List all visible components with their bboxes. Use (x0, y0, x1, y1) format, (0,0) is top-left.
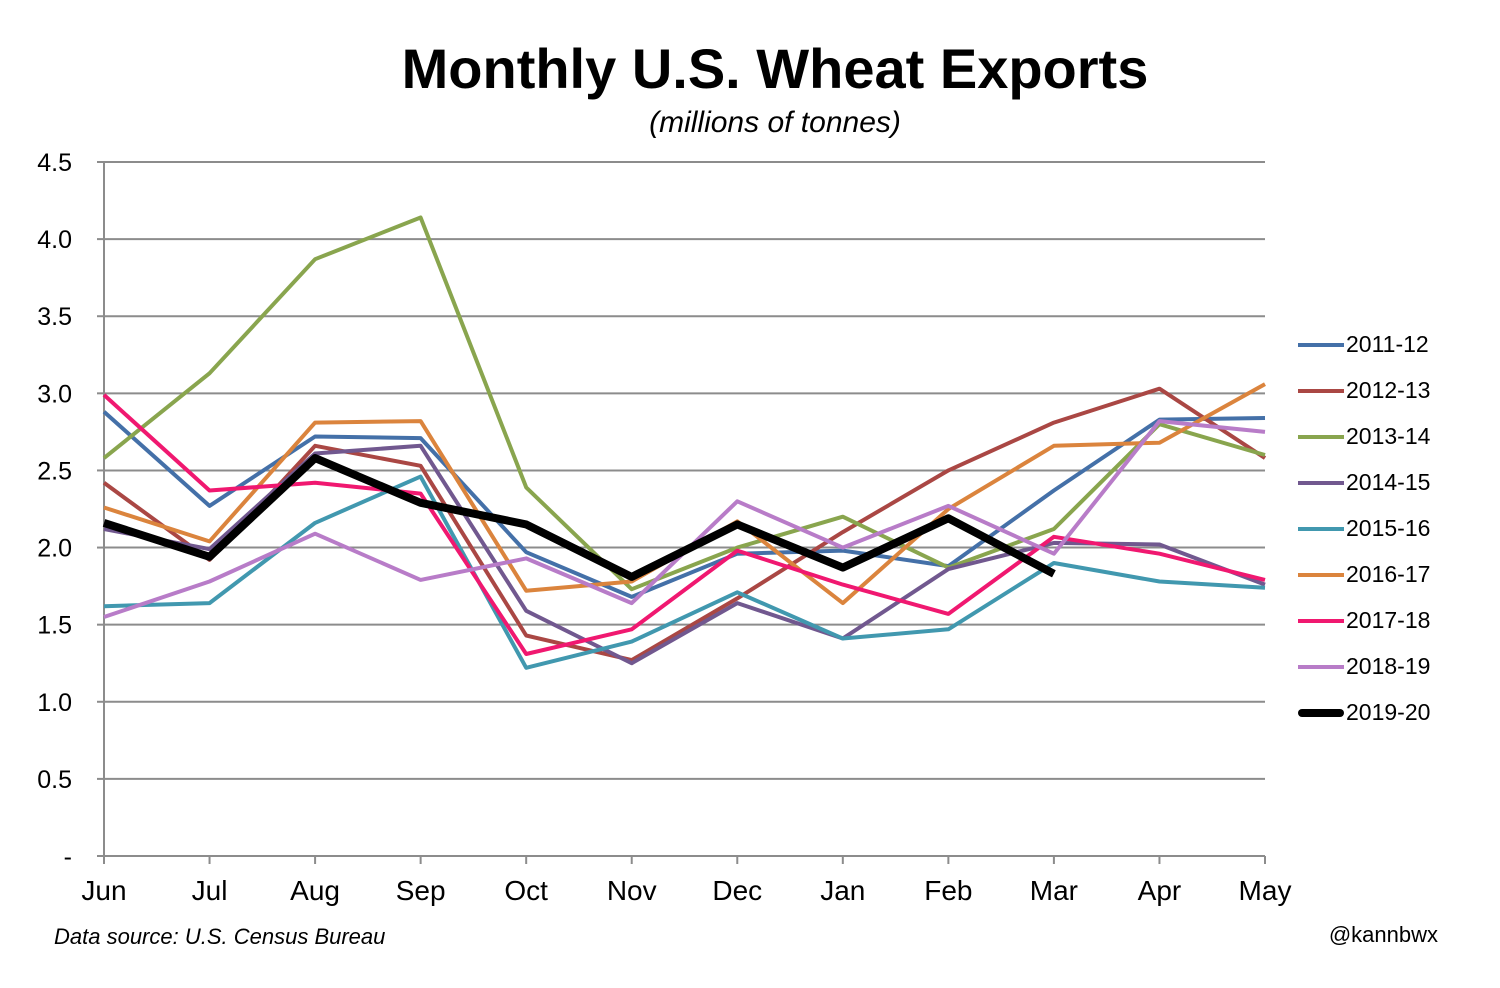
legend-swatch (1298, 435, 1344, 439)
series-line-2013-14 (102, 215, 1266, 592)
y-tick-labels: - 0.5 1.0 1.5 2.0 2.5 3.0 3.5 4.0 4.5 (37, 149, 72, 871)
legend-item-2011-12: 2011-12 (1298, 328, 1498, 360)
series-line-2017-18 (102, 393, 1266, 656)
legend-item-2013-14: 2013-14 (1298, 420, 1498, 452)
legend-swatch (1298, 389, 1344, 393)
x-tick-label: Jul (192, 875, 228, 906)
legend-swatch (1298, 343, 1344, 347)
legend-item-2019-20: 2019-20 (1298, 696, 1498, 728)
grid-lines (104, 161, 1265, 780)
legend-item-2016-17: 2016-17 (1298, 558, 1498, 590)
x-tick-label: May (1239, 875, 1292, 906)
legend-label: 2012-13 (1346, 377, 1431, 403)
x-tick-label: Apr (1138, 875, 1182, 906)
y-tick-label: 3.5 (37, 303, 72, 331)
series-lines (102, 215, 1267, 670)
legend-item-2014-15: 2014-15 (1298, 466, 1498, 498)
legend-label: 2018-19 (1346, 653, 1431, 679)
legend-label: 2017-18 (1346, 607, 1431, 633)
y-tick-label: - (64, 843, 72, 871)
legend-label: 2019-20 (1346, 699, 1431, 725)
chart-subtitle: (millions of tonnes) (649, 106, 901, 139)
legend-item-2012-13: 2012-13 (1298, 374, 1498, 406)
x-tick-label: Nov (607, 875, 657, 906)
data-source-note: Data source: U.S. Census Bureau (54, 924, 386, 949)
legend-item-2017-18: 2017-18 (1298, 604, 1498, 636)
series-line-2012-13 (102, 386, 1267, 663)
chart-title: Monthly U.S. Wheat Exports (401, 37, 1149, 100)
y-tick-label: 0.5 (37, 766, 72, 794)
author-handle: @kannbwx (1328, 922, 1438, 947)
legend-label: 2015-16 (1346, 515, 1431, 541)
x-tick-label: Feb (924, 875, 972, 906)
x-tick-label: Aug (290, 875, 340, 906)
series-line-2011-12 (102, 410, 1266, 599)
legend-label: 2014-15 (1346, 469, 1431, 495)
y-tick-label: 3.0 (37, 380, 72, 408)
x-tick-label: Sep (396, 875, 446, 906)
y-tick-label: 4.0 (37, 226, 72, 254)
legend-swatch (1298, 481, 1344, 485)
legend-swatch (1298, 619, 1344, 623)
y-tick-label: 2.0 (37, 535, 72, 563)
y-tick-label: 1.5 (37, 612, 72, 640)
y-tick-label: 2.5 (37, 457, 72, 485)
legend-item-2018-19: 2018-19 (1298, 650, 1498, 682)
legend-swatch (1298, 665, 1344, 669)
legend-swatch (1298, 527, 1344, 531)
y-tick-label: 1.0 (37, 689, 72, 717)
series-line-2019-20 (102, 454, 1056, 581)
x-tick-label: Dec (712, 875, 762, 906)
x-tick-label: Jun (81, 875, 126, 906)
x-tick-label: Mar (1030, 875, 1078, 906)
series-line-2015-16 (103, 474, 1266, 670)
legend-label: 2011-12 (1346, 331, 1429, 357)
x-tick-labels: Jun Jul Aug Sep Oct Nov Dec Jan Feb Mar Apr May (81, 875, 1291, 906)
legend-swatch (1298, 709, 1344, 717)
legend-item-2015-16: 2015-16 (1298, 512, 1498, 544)
legend-swatch (1298, 573, 1344, 577)
x-tick-label: Oct (504, 875, 548, 906)
axes (97, 161, 1266, 864)
legend-label: 2016-17 (1346, 561, 1431, 587)
y-tick-label: 4.5 (37, 149, 72, 177)
x-tick-label: Jan (820, 875, 865, 906)
legend-label: 2013-14 (1346, 423, 1431, 449)
